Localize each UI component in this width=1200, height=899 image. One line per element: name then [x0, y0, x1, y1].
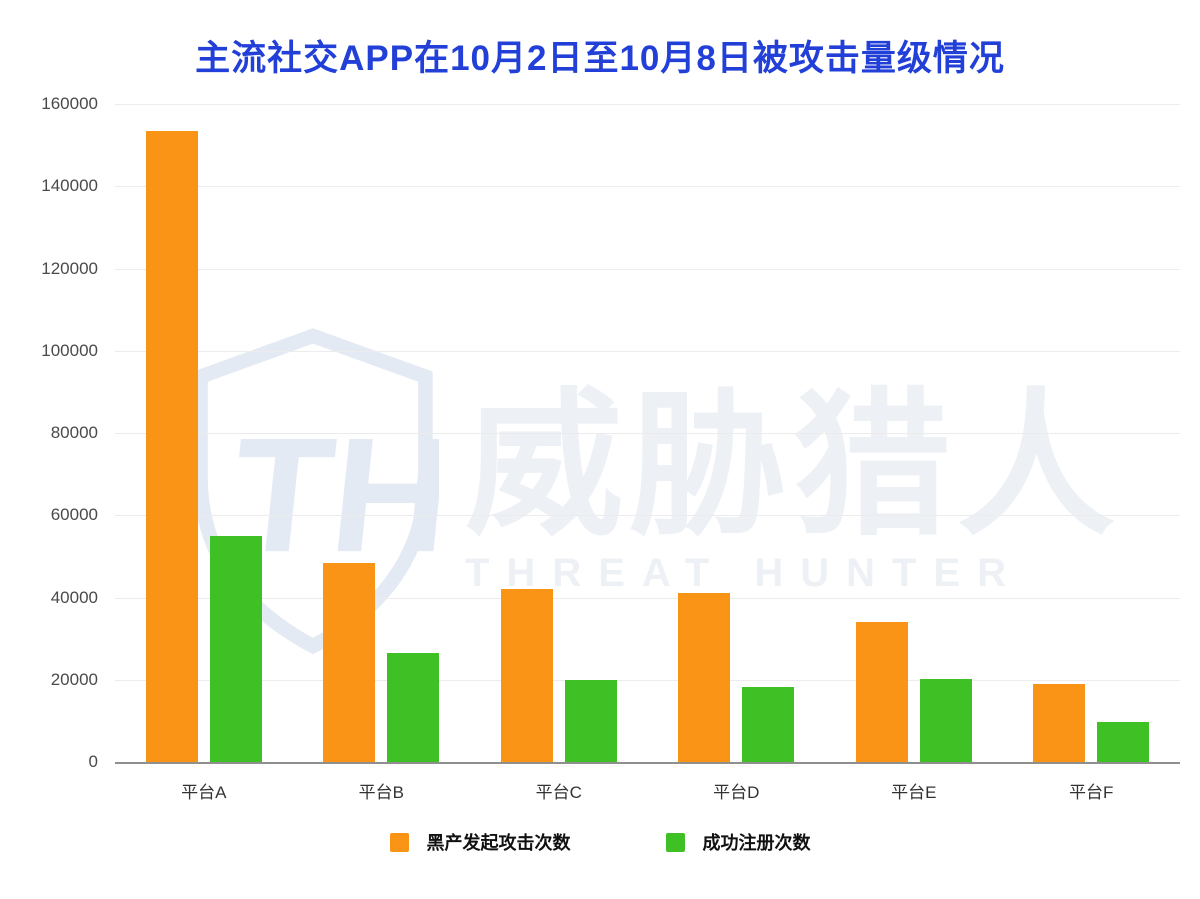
bar	[742, 686, 795, 762]
x-tick-label: 平台E	[891, 783, 937, 802]
bar-group	[115, 104, 293, 762]
legend: 黑产发起攻击次数 成功注册次数	[0, 829, 1200, 855]
bar-group	[470, 104, 648, 762]
gridline	[115, 104, 1180, 105]
gridline	[115, 186, 1180, 188]
y-tick-label: 80000	[50, 423, 98, 442]
bar-group	[293, 104, 471, 762]
x-tick-label: 平台F	[1069, 783, 1114, 802]
bar	[855, 622, 908, 762]
plot-area: TH 威胁猎人 THREAT HUNTER	[115, 104, 1180, 764]
bar	[209, 535, 262, 762]
bar-group	[648, 104, 826, 762]
bar	[500, 589, 553, 762]
x-tick-label: 平台A	[181, 783, 227, 802]
bar-chart: 0 20000 40000 60000 80000 100000 120000 140000 1…	[0, 94, 1200, 802]
x-tick-label: 平台D	[713, 783, 760, 802]
bar	[1097, 721, 1150, 762]
bar	[1033, 683, 1086, 762]
bar-series-container	[115, 104, 1180, 762]
bar	[678, 593, 731, 762]
gridline	[115, 515, 1180, 517]
gridline	[115, 350, 1180, 352]
y-tick-label: 60000	[50, 505, 98, 525]
gridline	[115, 433, 1180, 434]
bar	[564, 679, 617, 762]
legend-item: 成功注册次数	[665, 829, 811, 855]
legend-swatch-icon	[389, 832, 409, 852]
y-tick-label: 120000	[41, 258, 98, 278]
bar	[323, 562, 376, 762]
legend-label: 黑产发起攻击次数	[426, 833, 571, 853]
legend-item: 黑产发起攻击次数	[389, 829, 571, 855]
x-tick-label: 平台C	[535, 783, 582, 802]
gridline	[115, 268, 1180, 270]
bar-group	[825, 104, 1003, 762]
gridline	[115, 597, 1180, 599]
y-tick-label: 100000	[41, 340, 98, 360]
y-tick-label: 140000	[41, 176, 98, 196]
chart-title: 主流社交APP在10月2日至10月8日被攻击量级情况	[195, 39, 1005, 78]
x-tick-label: 平台B	[358, 783, 404, 802]
bar	[145, 130, 198, 762]
gridline	[115, 679, 1180, 681]
bar	[387, 653, 440, 762]
bar	[919, 678, 972, 762]
legend-swatch-icon	[665, 832, 685, 852]
bar-group	[1003, 104, 1181, 762]
x-axis-labels: 平台A 平台B 平台C 平台D 平台E 平台F	[115, 778, 1180, 803]
y-tick-label: 0	[88, 752, 98, 771]
y-tick-label: 40000	[50, 587, 98, 607]
legend-label: 成功注册次数	[702, 833, 811, 853]
y-tick-label: 160000	[41, 94, 98, 113]
y-tick-label: 20000	[50, 669, 98, 689]
